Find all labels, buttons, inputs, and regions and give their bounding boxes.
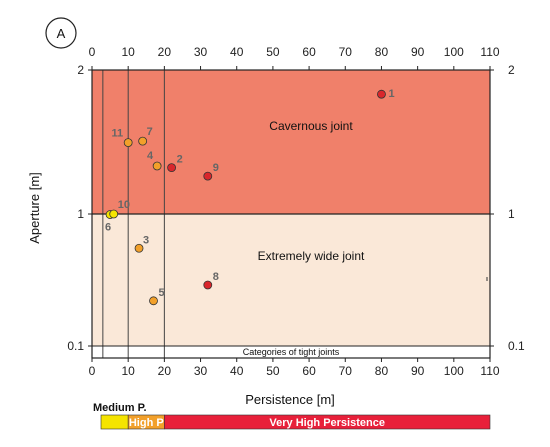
x-tick-label-top-8: 80 bbox=[375, 45, 389, 59]
x-tick-label-bottom-1: 10 bbox=[122, 364, 136, 378]
x-tick-label-top-6: 60 bbox=[302, 45, 316, 59]
y-tick-label-right-2: 2 bbox=[508, 63, 515, 77]
point-9 bbox=[203, 171, 213, 181]
x-tick-label-bottom-4: 40 bbox=[230, 364, 244, 378]
y-tick-label-right-1: 1 bbox=[508, 207, 515, 221]
point-label-11: 11 bbox=[112, 128, 124, 140]
point-label-5: 5 bbox=[159, 287, 165, 299]
x-tick-label-top-10: 100 bbox=[444, 45, 464, 59]
persistence-segment-label-2: Very High Persistence bbox=[269, 417, 385, 429]
x-tick-label-top-5: 50 bbox=[266, 45, 280, 59]
x-tick-label-bottom-8: 80 bbox=[375, 364, 389, 378]
x-ticks-top: 0 10 20 30 40 50 60 70 80 90 100 110 bbox=[89, 45, 500, 70]
point-label-6: 6 bbox=[105, 222, 111, 234]
point-11 bbox=[123, 138, 133, 148]
x-ticks-bottom: 0 10 20 30 40 50 60 70 80 90 100 110 bbox=[89, 358, 500, 378]
point-1 bbox=[377, 89, 386, 99]
region-label-0: Cavernous joint bbox=[269, 119, 353, 133]
y-tick-label-left-0: 0.1 bbox=[67, 339, 84, 353]
persistence-segment-label-1: High P bbox=[129, 417, 164, 429]
region-label-2: Categories of tight joints bbox=[243, 347, 340, 357]
point-4 bbox=[152, 161, 162, 171]
persistence-segment-0 bbox=[100, 414, 129, 430]
x-tick-label-bottom-0: 0 bbox=[89, 364, 96, 378]
x-tick-label-bottom-10: 100 bbox=[444, 364, 464, 378]
x-axis-title: Persistence [m] bbox=[245, 392, 335, 407]
point-label-10: 10 bbox=[118, 199, 130, 211]
panel-label: A bbox=[57, 26, 66, 41]
point-2 bbox=[167, 163, 177, 173]
x-tick-label-top-4: 40 bbox=[230, 45, 244, 59]
region-2 bbox=[92, 346, 490, 358]
y-ticks: 0.1 0.11 12 2 bbox=[67, 63, 525, 353]
x-tick-label-bottom-7: 70 bbox=[339, 364, 353, 378]
point-label-7: 7 bbox=[147, 126, 153, 138]
x-tick-label-bottom-5: 50 bbox=[266, 364, 280, 378]
region-label-1: Extremely wide joint bbox=[258, 249, 365, 263]
point-5 bbox=[149, 296, 158, 306]
boundary-lines-layer bbox=[92, 213, 490, 347]
x-tick-label-bottom-2: 20 bbox=[158, 364, 172, 378]
point-label-4: 4 bbox=[147, 150, 154, 162]
point-8 bbox=[203, 280, 213, 290]
x-tick-label-top-2: 20 bbox=[158, 45, 172, 59]
y-tick-label-left-1: 1 bbox=[77, 207, 84, 221]
x-tick-label-bottom-3: 30 bbox=[194, 364, 208, 378]
points-layer: 1 2 3 4 5 6 7 8 9 10 11 bbox=[105, 88, 395, 306]
persistence-segment-2 bbox=[164, 414, 491, 430]
panel-label-circle bbox=[45, 17, 77, 49]
x-tick-label-bottom-11: 110 bbox=[480, 364, 499, 378]
point-label-2: 2 bbox=[177, 154, 183, 166]
x-tick-label-top-9: 90 bbox=[411, 45, 425, 59]
x-tick-label-top-1: 10 bbox=[122, 45, 136, 59]
point-label-9: 9 bbox=[213, 162, 219, 174]
point-label-1: 1 bbox=[388, 88, 394, 100]
persistence-bar-title: Medium P. bbox=[93, 402, 147, 414]
x-tick-label-top-0: 0 bbox=[89, 45, 96, 59]
point-7 bbox=[138, 136, 148, 146]
point-3 bbox=[134, 243, 144, 253]
y-tick-label-left-2: 2 bbox=[77, 63, 84, 77]
y-tick-label-right-0: 0.1 bbox=[508, 339, 525, 353]
x-tick-label-top-7: 70 bbox=[339, 45, 353, 59]
x-tick-label-top-3: 30 bbox=[194, 45, 208, 59]
y-axis-title: Aperture [m] bbox=[27, 172, 42, 244]
point-label-3: 3 bbox=[143, 234, 149, 246]
x-tick-label-bottom-6: 60 bbox=[302, 364, 316, 378]
x-tick-label-bottom-9: 90 bbox=[411, 364, 425, 378]
region-0 bbox=[92, 70, 490, 214]
point-10 bbox=[109, 209, 119, 219]
region-layer: Cavernous joint Extremely wide joint Categ… bbox=[92, 70, 490, 358]
x-tick-label-top-11: 110 bbox=[480, 45, 499, 59]
point-label-8: 8 bbox=[213, 271, 219, 283]
persistence-bar: High P Very High Persistence bbox=[100, 414, 491, 430]
region-1 bbox=[92, 214, 490, 346]
